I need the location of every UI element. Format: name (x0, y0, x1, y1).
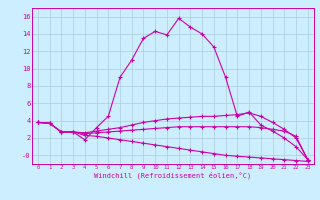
X-axis label: Windchill (Refroidissement éolien,°C): Windchill (Refroidissement éolien,°C) (94, 172, 252, 179)
